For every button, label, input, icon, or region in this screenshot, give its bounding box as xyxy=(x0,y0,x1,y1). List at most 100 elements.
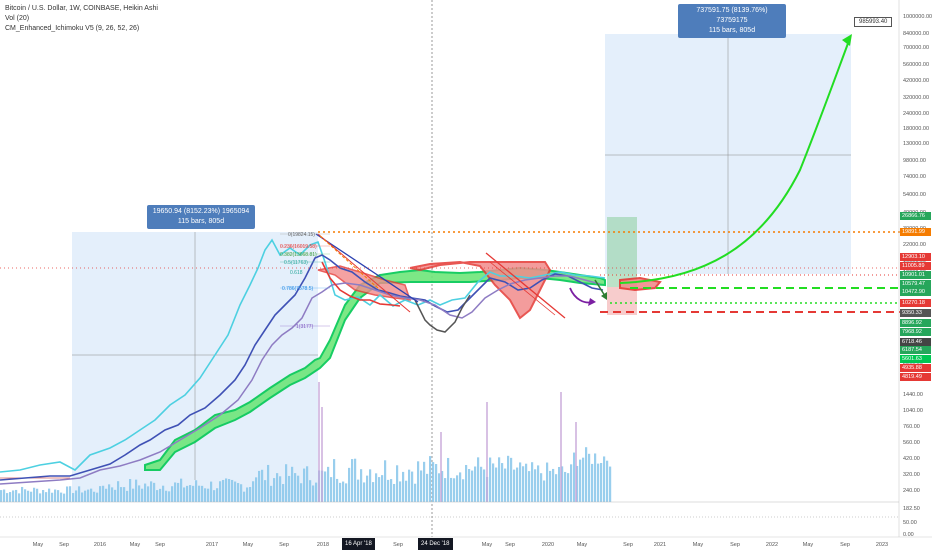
volume-bar xyxy=(495,467,498,502)
date-tag-apr18: 16 Apr '18 xyxy=(342,538,375,550)
volume-bar xyxy=(279,476,282,502)
volume-bar xyxy=(162,485,165,502)
volume-bar xyxy=(450,477,453,502)
volume-bar xyxy=(513,469,516,502)
volume-bar xyxy=(537,465,540,502)
volume-bar xyxy=(183,487,186,502)
price-tag: 19891.99 xyxy=(900,228,931,236)
volume-bar xyxy=(294,473,297,502)
volume-bar xyxy=(591,463,594,502)
volume-bar xyxy=(399,481,402,502)
measure-left-line-1: 19650.94 (8152.23%) 1965094 xyxy=(152,208,250,215)
volume-bar xyxy=(468,469,471,502)
volume-bar xyxy=(261,469,264,502)
volume-bar xyxy=(540,473,543,502)
volume-bar xyxy=(564,471,567,502)
volume-bar xyxy=(102,485,105,502)
volume-bar xyxy=(264,480,267,502)
volume-bar xyxy=(144,483,147,502)
candles-red-1 xyxy=(321,261,401,307)
volume-bar xyxy=(420,470,423,502)
price-tag: 5601.63 xyxy=(900,355,931,363)
volume-bar xyxy=(324,471,327,502)
volume-bar xyxy=(342,481,345,502)
volume-bar xyxy=(492,463,495,502)
volume-bar xyxy=(87,489,90,502)
volume-bar xyxy=(216,488,219,502)
volume-bar xyxy=(327,466,330,502)
volume-bar xyxy=(426,473,429,502)
volume-bar xyxy=(180,478,183,502)
volume-bar xyxy=(132,488,135,502)
arrow-down-green xyxy=(594,279,606,297)
volume-bar xyxy=(567,473,570,502)
volume-bar xyxy=(45,492,48,502)
volume-bar xyxy=(135,479,138,502)
volume-bar xyxy=(171,486,174,502)
volume-bar xyxy=(156,490,159,502)
volume-bar xyxy=(39,493,42,502)
volume-bar xyxy=(36,488,39,502)
volume-bar xyxy=(225,478,228,502)
volume-bar xyxy=(348,467,351,502)
price-tag: 4819.49 xyxy=(900,373,931,381)
volume-bar xyxy=(498,457,501,502)
y-tick-label: 182.50 xyxy=(903,506,920,512)
volume-bar xyxy=(234,481,237,502)
x-tick-label: May xyxy=(33,542,44,548)
volume-bars xyxy=(0,382,612,502)
volume-bar xyxy=(249,486,252,502)
volume-bar xyxy=(9,492,12,502)
measure-left-info: 19650.94 (8152.23%) 1965094 115 bars, 80… xyxy=(147,205,255,229)
trendline-red-1 xyxy=(317,233,411,313)
y-tick-label: 320000.00 xyxy=(903,95,929,101)
volume-bar xyxy=(555,474,558,502)
x-tick-label: Sep xyxy=(393,542,403,548)
y-tick-label: 760.00 xyxy=(903,424,920,430)
x-tick-label: Sep xyxy=(279,542,289,548)
volume-bar xyxy=(510,457,513,502)
volume-bar xyxy=(15,489,18,502)
volume-bar xyxy=(459,472,462,502)
volume-bar xyxy=(534,469,537,502)
volume-bar xyxy=(54,489,57,502)
volume-bar xyxy=(378,477,381,502)
volume-bar xyxy=(33,487,36,502)
volume-bar xyxy=(597,463,600,502)
volume-bar xyxy=(489,457,492,502)
volume-bar xyxy=(21,486,24,502)
price-tag: 26866.76 xyxy=(900,212,931,220)
volume-bar xyxy=(60,492,63,502)
fib-label-236: 0.236(16019.58) xyxy=(280,244,317,250)
volume-bar xyxy=(204,488,207,502)
volume-bar xyxy=(462,479,465,502)
volume-bar xyxy=(78,486,81,502)
y-tick-label: 180000.00 xyxy=(903,126,929,132)
volume-bar xyxy=(432,462,435,502)
volume-bar xyxy=(504,468,507,502)
volume-bar xyxy=(501,463,504,502)
measure-right-line-1: 737591.75 (8139.76%) 73759175 xyxy=(696,7,768,24)
volume-bar xyxy=(276,473,279,502)
volume-bar xyxy=(315,482,318,502)
chart-legend: Bitcoin / U.S. Dollar, 1W, COINBASE, Hei… xyxy=(5,4,158,34)
volume-bar xyxy=(24,489,27,502)
volume-bar xyxy=(237,483,240,502)
x-tick-label: 2018 xyxy=(317,542,329,548)
volume-bar xyxy=(168,491,171,502)
price-tag: 10270.18 xyxy=(900,299,931,307)
volume-bar xyxy=(267,464,270,502)
x-tick-label: Sep xyxy=(730,542,740,548)
volume-bar xyxy=(147,486,150,502)
volume-bar xyxy=(381,475,384,502)
volume-bar xyxy=(603,456,606,502)
volume-bar xyxy=(30,491,33,502)
volume-bar xyxy=(477,457,480,502)
volume-spike xyxy=(486,402,488,502)
volume-bar xyxy=(117,481,120,502)
volume-bar xyxy=(600,462,603,502)
x-tick-label: May xyxy=(243,542,254,548)
volume-bar xyxy=(546,462,549,502)
